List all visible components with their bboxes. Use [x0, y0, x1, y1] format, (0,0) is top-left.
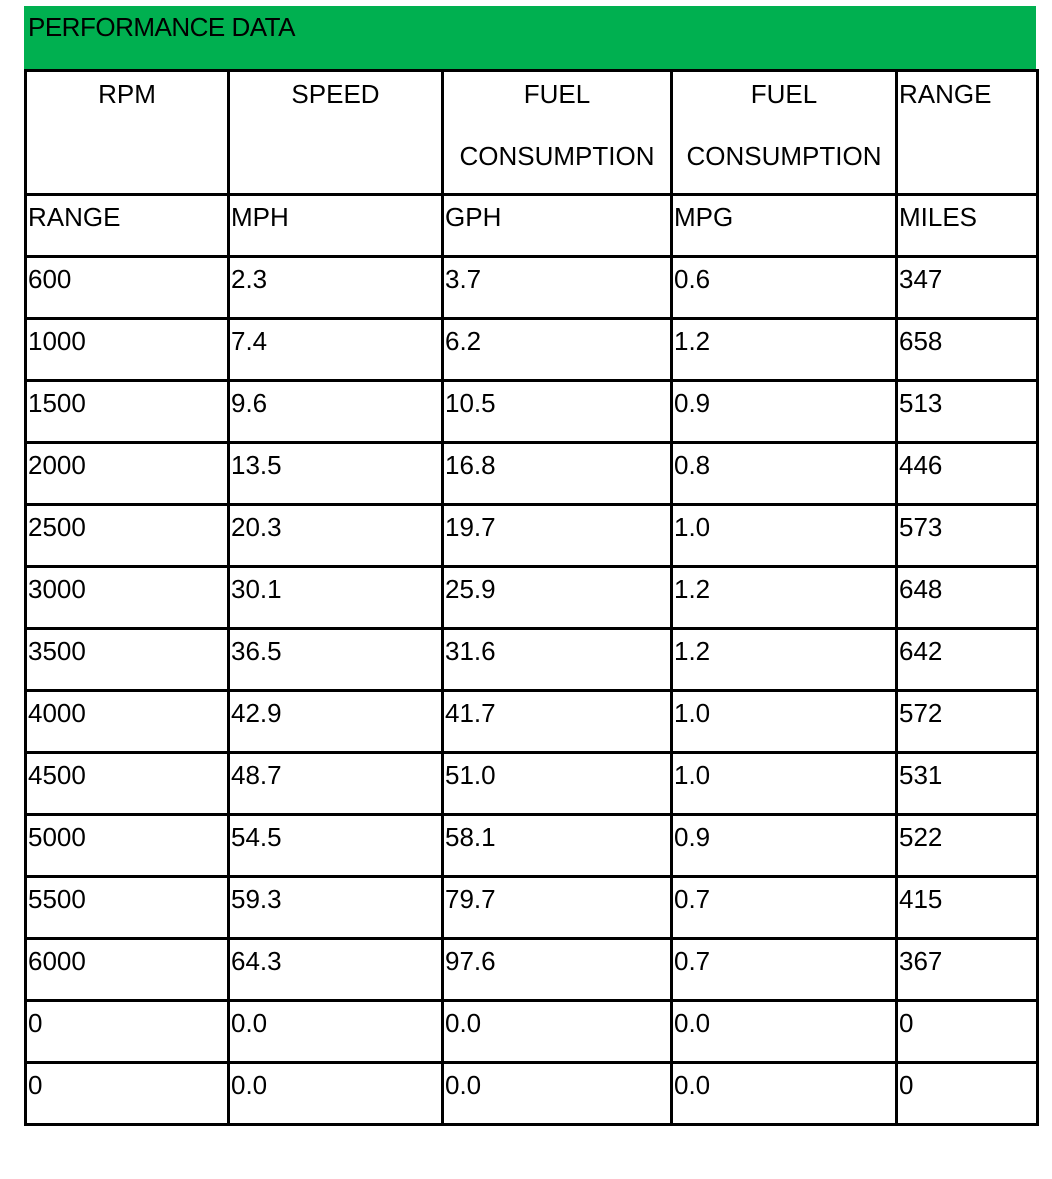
table-row: 2500 20.3 19.7 1.0 573: [24, 503, 1039, 568]
performance-data-table: RPM SPEED FUEL CONSUMPTION FUEL CONSUMPT…: [24, 69, 1039, 1126]
speed-cell: 36.5: [227, 627, 444, 692]
speed-cell: 13.5: [227, 441, 444, 506]
rpm-cell: 0: [24, 999, 230, 1064]
unit-cell: RANGE: [24, 193, 230, 258]
range-cell: 513: [895, 379, 1039, 444]
speed-cell: 59.3: [227, 875, 444, 940]
gph-cell: 16.8: [441, 441, 673, 506]
mpg-cell: 1.0: [670, 689, 898, 754]
unit-cell: MPG: [670, 193, 898, 258]
rpm-cell: 600: [24, 255, 230, 320]
speed-cell: 0.0: [227, 999, 444, 1064]
gph-cell: 97.6: [441, 937, 673, 1002]
gph-cell: 0.0: [441, 1061, 673, 1126]
range-cell: 642: [895, 627, 1039, 692]
mpg-cell: 0.6: [670, 255, 898, 320]
gph-cell: 31.6: [441, 627, 673, 692]
performance-data-banner: PERFORMANCE DATA: [24, 6, 1036, 69]
range-cell: 415: [895, 875, 1039, 940]
table-row: 600 2.3 3.7 0.6 347: [24, 255, 1039, 320]
range-cell: 0: [895, 999, 1039, 1064]
range-cell: 531: [895, 751, 1039, 816]
speed-cell: 42.9: [227, 689, 444, 754]
gph-cell: 79.7: [441, 875, 673, 940]
speed-cell: 54.5: [227, 813, 444, 878]
gph-cell: 3.7: [441, 255, 673, 320]
table-header-row: RPM SPEED FUEL CONSUMPTION FUEL CONSUMPT…: [24, 69, 1039, 196]
header-cell-fuel-consumption-gph: FUEL CONSUMPTION: [441, 69, 673, 196]
range-cell: 0: [895, 1061, 1039, 1126]
range-cell: 658: [895, 317, 1039, 382]
table-row: 4000 42.9 41.7 1.0 572: [24, 689, 1039, 754]
unit-cell: MILES: [895, 193, 1039, 258]
rpm-cell: 1500: [24, 379, 230, 444]
mpg-cell: 1.2: [670, 627, 898, 692]
rpm-cell: 3000: [24, 565, 230, 630]
gph-cell: 41.7: [441, 689, 673, 754]
range-cell: 648: [895, 565, 1039, 630]
table-row: 2000 13.5 16.8 0.8 446: [24, 441, 1039, 506]
table-row: 1500 9.6 10.5 0.9 513: [24, 379, 1039, 444]
mpg-cell: 1.0: [670, 503, 898, 568]
mpg-cell: 0.7: [670, 937, 898, 1002]
gph-cell: 51.0: [441, 751, 673, 816]
mpg-cell: 1.2: [670, 317, 898, 382]
mpg-cell: 1.0: [670, 751, 898, 816]
mpg-cell: 1.2: [670, 565, 898, 630]
rpm-cell: 4500: [24, 751, 230, 816]
mpg-cell: 0.0: [670, 999, 898, 1064]
gph-cell: 0.0: [441, 999, 673, 1064]
mpg-cell: 0.8: [670, 441, 898, 506]
gph-cell: 58.1: [441, 813, 673, 878]
table-row: 0 0.0 0.0 0.0 0: [24, 1061, 1039, 1126]
speed-cell: 64.3: [227, 937, 444, 1002]
gph-cell: 10.5: [441, 379, 673, 444]
mpg-cell: 0.9: [670, 379, 898, 444]
range-cell: 522: [895, 813, 1039, 878]
gph-cell: 19.7: [441, 503, 673, 568]
unit-cell: GPH: [441, 193, 673, 258]
rpm-cell: 6000: [24, 937, 230, 1002]
speed-cell: 0.0: [227, 1061, 444, 1126]
table-row: 6000 64.3 97.6 0.7 367: [24, 937, 1039, 1002]
table-row: 4500 48.7 51.0 1.0 531: [24, 751, 1039, 816]
gph-cell: 25.9: [441, 565, 673, 630]
range-cell: 572: [895, 689, 1039, 754]
table-row: 5500 59.3 79.7 0.7 415: [24, 875, 1039, 940]
mpg-cell: 0.9: [670, 813, 898, 878]
speed-cell: 2.3: [227, 255, 444, 320]
banner-title: PERFORMANCE DATA: [28, 12, 295, 42]
speed-cell: 30.1: [227, 565, 444, 630]
header-cell-rpm: RPM: [24, 69, 230, 196]
table-row: 5000 54.5 58.1 0.9 522: [24, 813, 1039, 878]
gph-cell: 6.2: [441, 317, 673, 382]
rpm-cell: 1000: [24, 317, 230, 382]
rpm-cell: 2000: [24, 441, 230, 506]
speed-cell: 20.3: [227, 503, 444, 568]
speed-cell: 48.7: [227, 751, 444, 816]
rpm-cell: 5000: [24, 813, 230, 878]
table-units-row: RANGE MPH GPH MPG MILES: [24, 193, 1039, 258]
range-cell: 446: [895, 441, 1039, 506]
header-cell-fuel-consumption-mpg: FUEL CONSUMPTION: [670, 69, 898, 196]
rpm-cell: 3500: [24, 627, 230, 692]
rpm-cell: 4000: [24, 689, 230, 754]
rpm-cell: 0: [24, 1061, 230, 1126]
mpg-cell: 0.7: [670, 875, 898, 940]
table-row: 1000 7.4 6.2 1.2 658: [24, 317, 1039, 382]
range-cell: 347: [895, 255, 1039, 320]
unit-cell: MPH: [227, 193, 444, 258]
rpm-cell: 2500: [24, 503, 230, 568]
header-cell-speed: SPEED: [227, 69, 444, 196]
range-cell: 367: [895, 937, 1039, 1002]
speed-cell: 7.4: [227, 317, 444, 382]
range-cell: 573: [895, 503, 1039, 568]
header-cell-range: RANGE: [895, 69, 1039, 196]
table-row: 3000 30.1 25.9 1.2 648: [24, 565, 1039, 630]
mpg-cell: 0.0: [670, 1061, 898, 1126]
table-row: 3500 36.5 31.6 1.2 642: [24, 627, 1039, 692]
table-row: 0 0.0 0.0 0.0 0: [24, 999, 1039, 1064]
speed-cell: 9.6: [227, 379, 444, 444]
rpm-cell: 5500: [24, 875, 230, 940]
